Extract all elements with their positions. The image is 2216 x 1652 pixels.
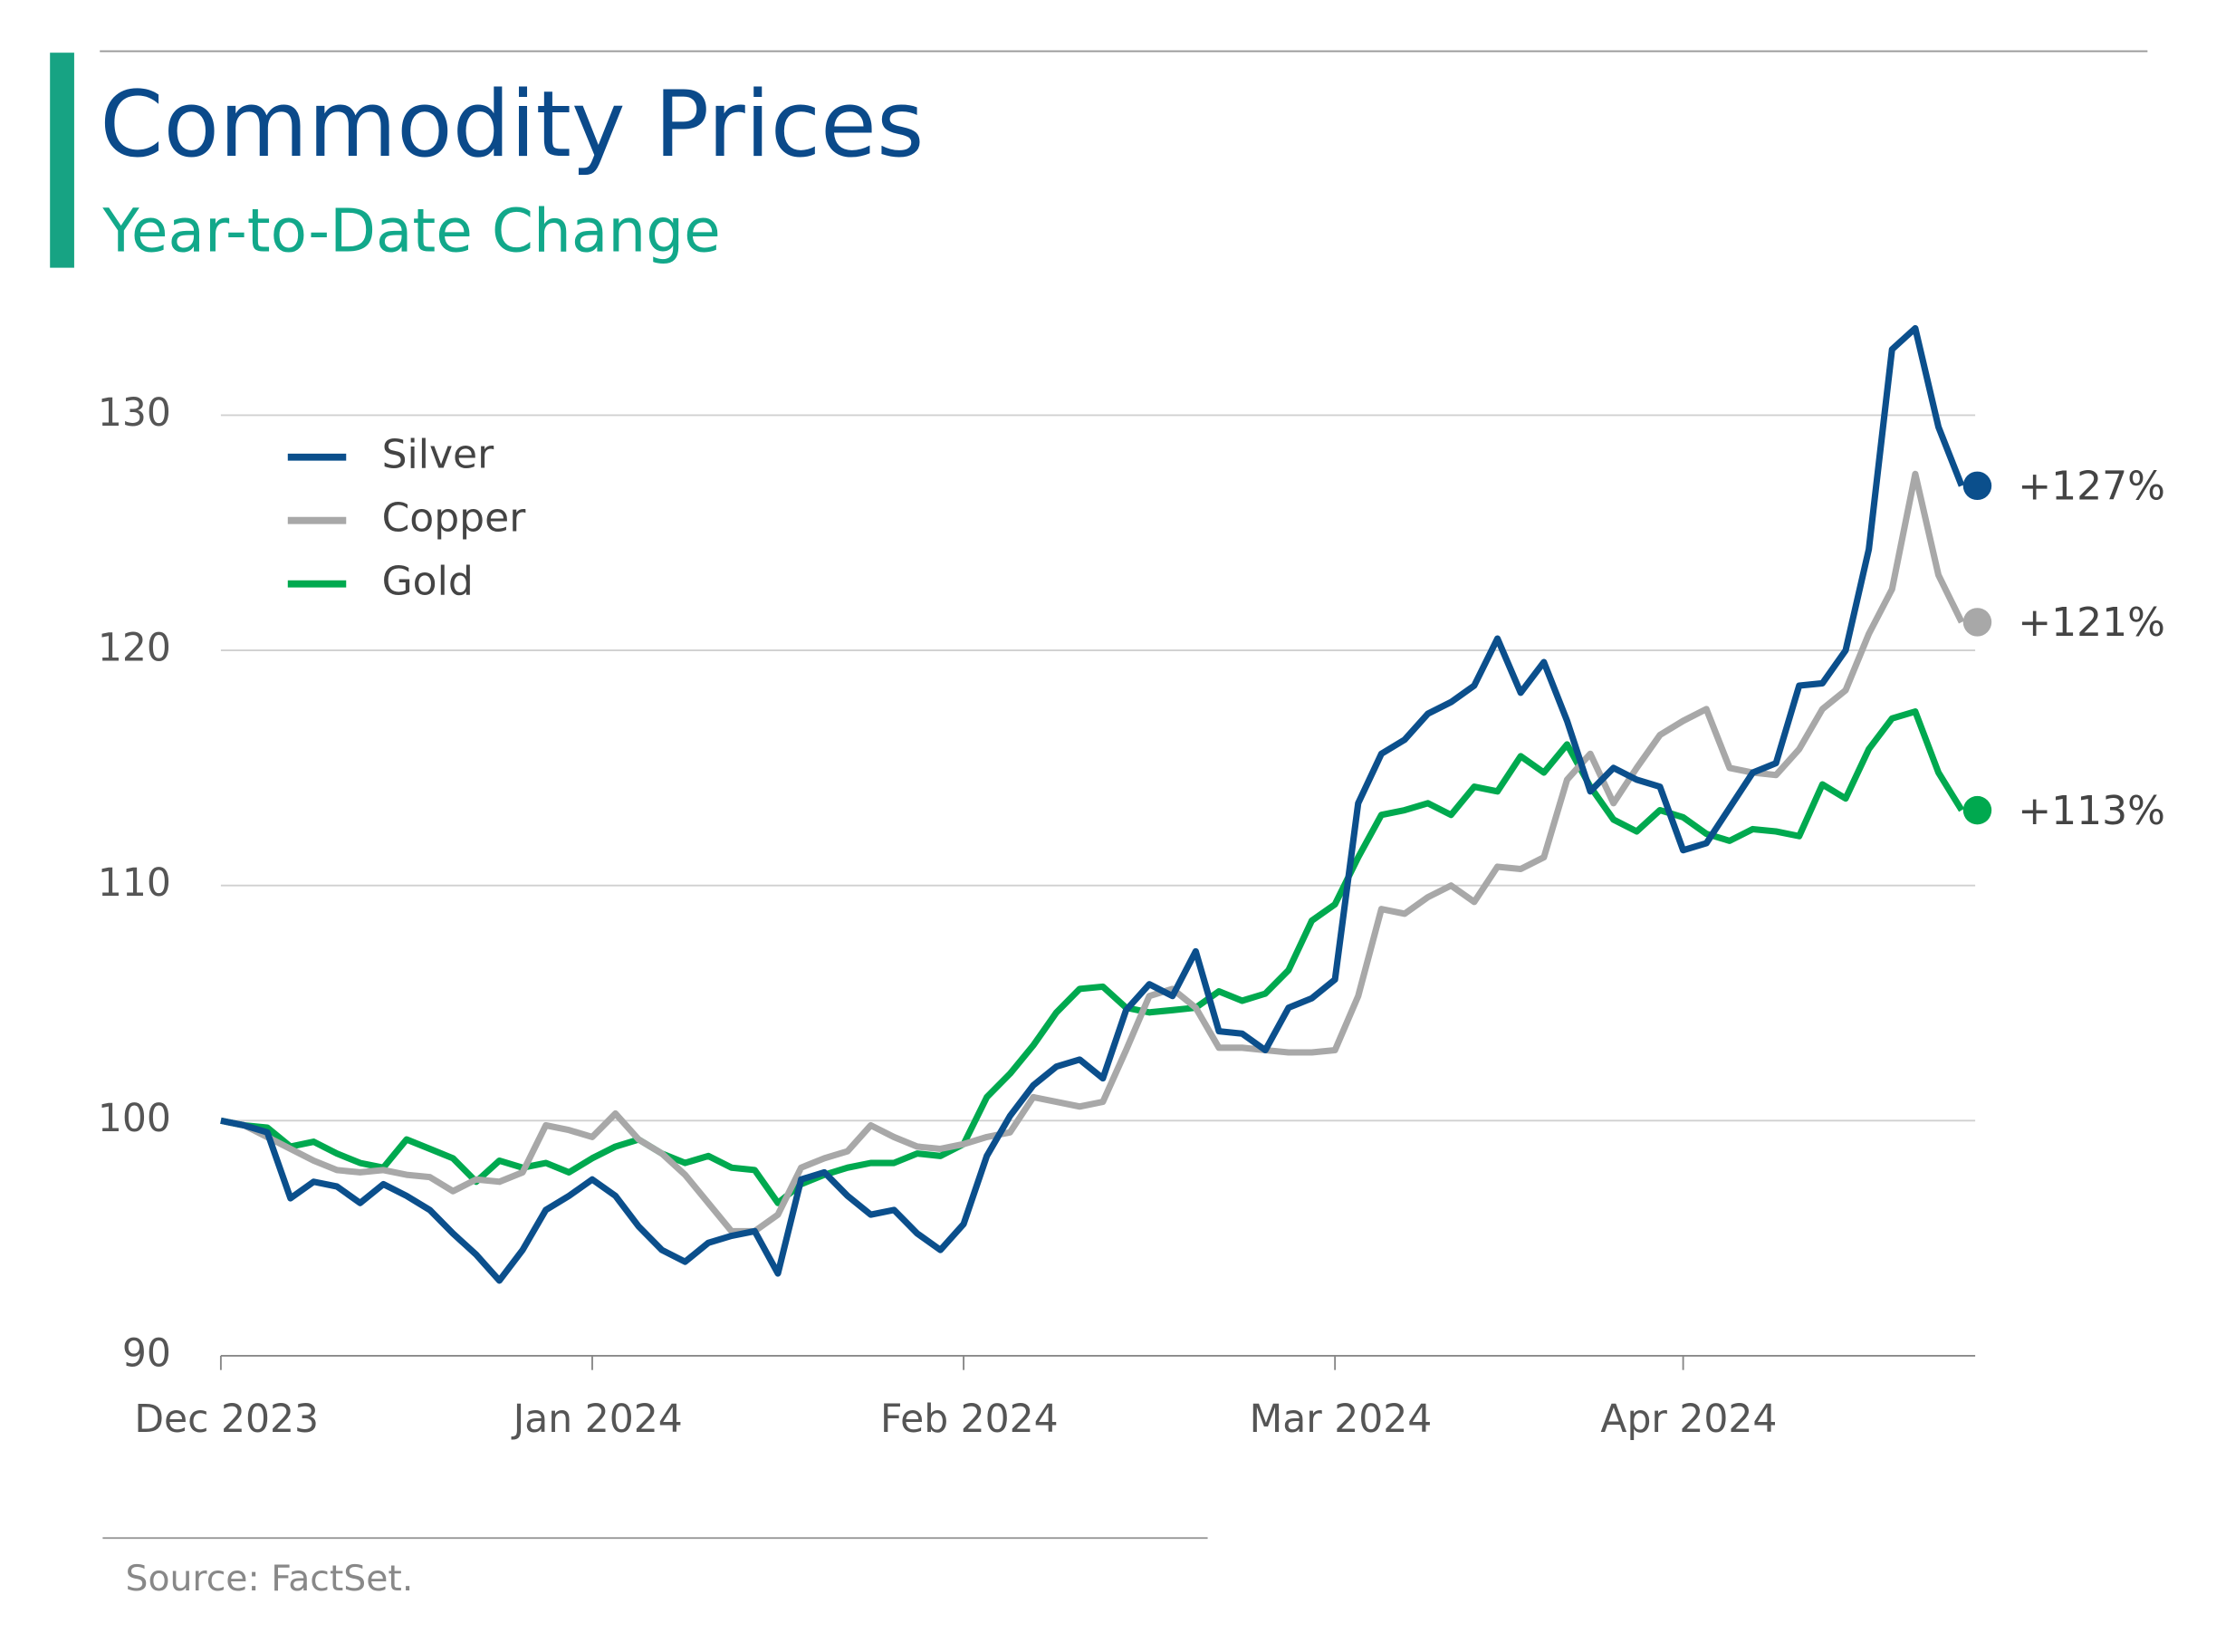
- y-tick-label: 120: [98, 627, 171, 671]
- legend-label: Silver: [382, 432, 495, 478]
- x-tick-label: Jan 2024: [511, 1397, 683, 1442]
- x-tick-label: Dec 2023: [134, 1397, 319, 1442]
- legend-label: Gold: [382, 559, 474, 605]
- chart-title: Commodity Prices: [100, 72, 924, 178]
- end-marker: [1962, 795, 1992, 825]
- line-series: [220, 324, 1965, 1284]
- source: Source: FactSet.: [126, 1559, 414, 1599]
- y-tick-label: 130: [98, 391, 171, 436]
- y-tick-label: 90: [122, 1331, 171, 1376]
- line-series: [220, 470, 1965, 1234]
- accent-bar: [50, 53, 74, 268]
- legend-label: Copper: [382, 495, 527, 542]
- y-tick-label: 100: [98, 1097, 171, 1141]
- x-tick-label: Mar 2024: [1250, 1397, 1433, 1442]
- end-label: +121%: [2018, 600, 2165, 646]
- end-label: +113%: [2018, 788, 2165, 834]
- y-tick-label: 110: [98, 861, 171, 906]
- x-tick-label: Feb 2024: [880, 1397, 1059, 1442]
- chart-subtitle: Year-to-Date Change: [101, 197, 720, 266]
- x-tick-label: Apr 2024: [1600, 1397, 1777, 1442]
- end-label: +127%: [2018, 463, 2165, 509]
- line-series: [220, 708, 1965, 1206]
- end-marker: [1962, 471, 1992, 501]
- end-marker: [1962, 608, 1992, 637]
